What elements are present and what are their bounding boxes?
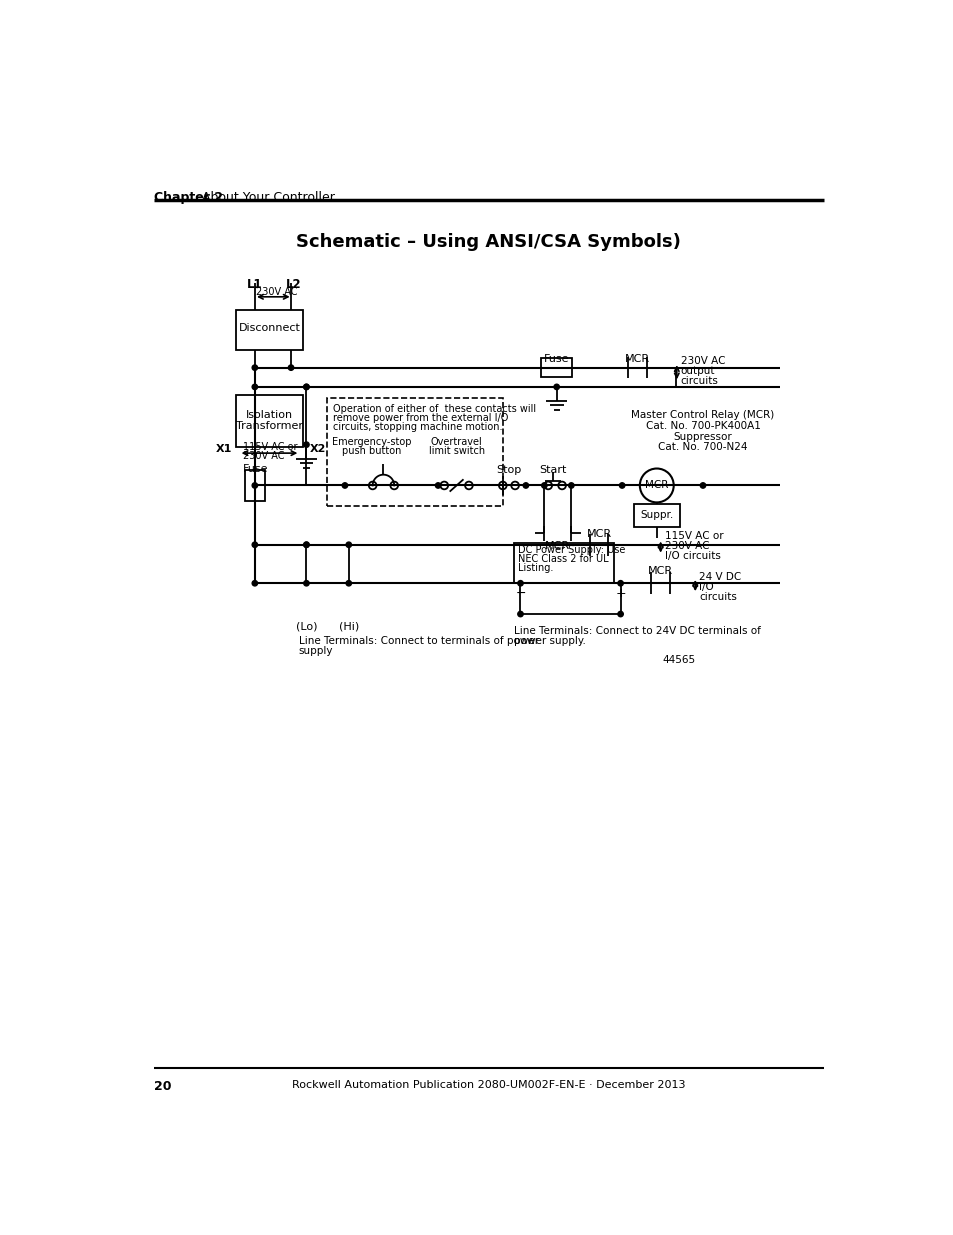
Text: output: output: [679, 366, 715, 377]
Text: Operation of either of  these contacts will: Operation of either of these contacts wi…: [333, 404, 536, 414]
Text: MCR: MCR: [644, 480, 668, 490]
Text: 230V AC: 230V AC: [679, 356, 724, 366]
Text: circuits: circuits: [699, 593, 737, 603]
Circle shape: [303, 384, 309, 389]
Text: Schematic – Using ANSI/CSA Symbols): Schematic – Using ANSI/CSA Symbols): [296, 233, 680, 251]
Text: limit switch: limit switch: [428, 446, 484, 456]
Text: 20: 20: [153, 1079, 172, 1093]
Circle shape: [554, 384, 558, 389]
Text: L1: L1: [247, 278, 262, 290]
Text: L2: L2: [285, 278, 301, 290]
Circle shape: [303, 384, 309, 389]
Text: MCR: MCR: [544, 541, 570, 551]
Text: Master Control Relay (MCR): Master Control Relay (MCR): [631, 410, 774, 420]
Text: circuits, stopping machine motion.: circuits, stopping machine motion.: [333, 422, 501, 432]
Text: supply: supply: [298, 646, 333, 656]
Text: Transformer: Transformer: [235, 421, 303, 431]
Text: Chapter 2: Chapter 2: [153, 190, 223, 204]
Text: Rockwell Automation Publication 2080-UM002F-EN-E · December 2013: Rockwell Automation Publication 2080-UM0…: [292, 1079, 685, 1091]
Text: remove power from the external I/O: remove power from the external I/O: [333, 412, 507, 424]
Text: I/O: I/O: [699, 583, 713, 593]
Circle shape: [303, 542, 309, 547]
Text: MCR: MCR: [647, 567, 673, 577]
Circle shape: [700, 483, 705, 488]
Text: Fuse: Fuse: [543, 353, 569, 364]
Text: circuits: circuits: [679, 377, 718, 387]
Text: Cat. No. 700-N24: Cat. No. 700-N24: [658, 442, 747, 452]
Text: Suppressor: Suppressor: [673, 431, 732, 442]
Circle shape: [346, 580, 351, 585]
Text: Cat. No. 700-PK400A1: Cat. No. 700-PK400A1: [645, 421, 760, 431]
Text: Suppr.: Suppr.: [639, 510, 673, 520]
Text: I/O circuits: I/O circuits: [664, 551, 720, 561]
Text: Disconnect: Disconnect: [238, 322, 300, 332]
Text: (Hi): (Hi): [338, 621, 358, 632]
Text: power supply.: power supply.: [514, 636, 585, 646]
Circle shape: [252, 542, 257, 547]
Bar: [245, 471, 265, 501]
Text: (Lo): (Lo): [295, 621, 316, 632]
Text: 230V AC: 230V AC: [664, 541, 709, 551]
Text: 115V AC or: 115V AC or: [664, 531, 723, 541]
Circle shape: [252, 580, 257, 585]
Bar: [540, 358, 572, 377]
Text: Fuse: Fuse: [242, 464, 268, 474]
Text: Overtravel: Overtravel: [430, 437, 482, 447]
Circle shape: [435, 483, 440, 488]
Circle shape: [568, 483, 574, 488]
Circle shape: [252, 384, 257, 389]
Circle shape: [288, 366, 294, 370]
Bar: [633, 504, 679, 527]
Text: 44565: 44565: [661, 655, 695, 664]
Bar: [235, 310, 303, 350]
Circle shape: [522, 483, 528, 488]
Circle shape: [342, 483, 347, 488]
Text: NEC Class 2 for UL: NEC Class 2 for UL: [517, 555, 608, 564]
Text: 230V AC: 230V AC: [242, 451, 284, 461]
Circle shape: [303, 580, 309, 585]
Text: 230V AC: 230V AC: [256, 287, 297, 296]
Text: −: −: [515, 587, 525, 600]
Text: Isolation: Isolation: [246, 410, 293, 420]
Text: 115V AC or: 115V AC or: [242, 442, 296, 452]
Text: push button: push button: [342, 446, 401, 456]
Text: MCR: MCR: [624, 353, 649, 364]
Circle shape: [252, 366, 257, 370]
Circle shape: [618, 580, 622, 585]
Circle shape: [517, 611, 522, 616]
Text: About Your Controller: About Your Controller: [202, 190, 335, 204]
Text: Emergency-stop: Emergency-stop: [332, 437, 411, 447]
Text: Listing.: Listing.: [517, 563, 553, 573]
Text: Line Terminals: Connect to 24V DC terminals of: Line Terminals: Connect to 24V DC termin…: [514, 626, 760, 636]
Circle shape: [618, 483, 624, 488]
Circle shape: [618, 611, 622, 616]
Text: DC Power Supply: Use: DC Power Supply: Use: [517, 545, 625, 555]
Circle shape: [541, 483, 546, 488]
Text: X1: X1: [216, 443, 233, 453]
Circle shape: [346, 542, 351, 547]
Bar: [327, 399, 502, 506]
Bar: [235, 395, 303, 447]
Bar: [514, 543, 614, 583]
Circle shape: [252, 483, 257, 488]
Text: Stop: Stop: [496, 466, 521, 475]
Text: X2: X2: [309, 443, 326, 453]
Text: Start: Start: [538, 466, 566, 475]
Circle shape: [303, 542, 309, 547]
Circle shape: [303, 442, 309, 447]
Circle shape: [517, 580, 522, 585]
Text: Line Terminals: Connect to terminals of power: Line Terminals: Connect to terminals of …: [298, 636, 538, 646]
Text: +: +: [615, 587, 625, 600]
Text: 24 V DC: 24 V DC: [699, 573, 740, 583]
Text: MCR: MCR: [586, 530, 611, 540]
